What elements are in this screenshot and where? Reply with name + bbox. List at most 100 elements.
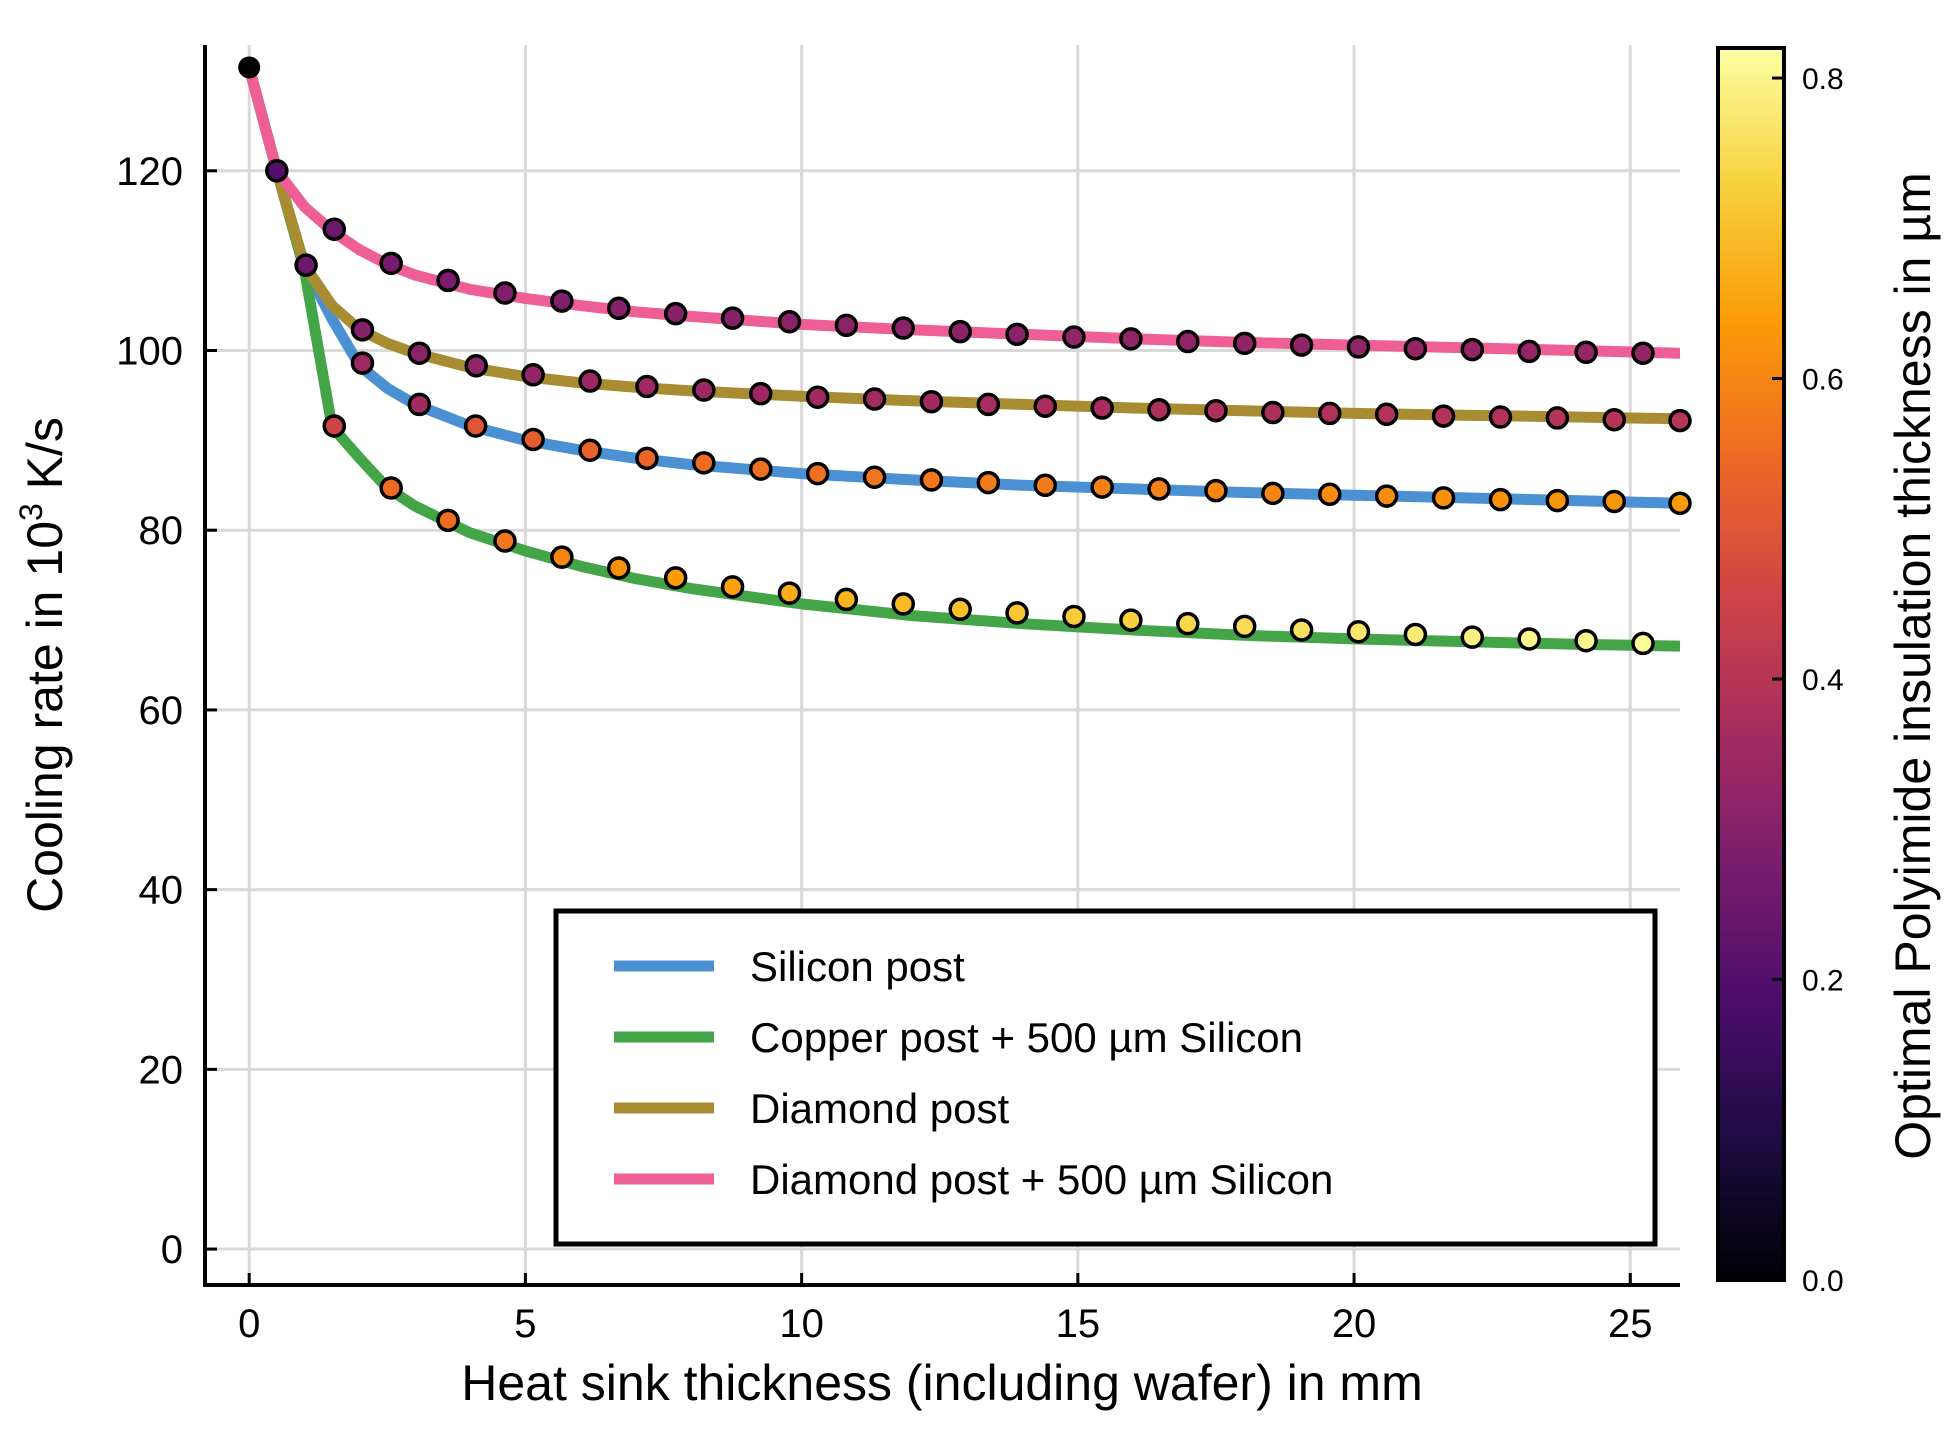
- series-line-3: [243, 62, 1680, 359]
- marker-series-1: [322, 414, 347, 438]
- y-axis-title: Cooling rate in 103 K/s: [13, 417, 73, 913]
- y-axis-title-main: Cooling rate in 10: [17, 521, 73, 913]
- y-axis-title-superscript: 3: [13, 503, 49, 521]
- marker-series-1: [663, 566, 688, 590]
- marker-series-0: [1374, 484, 1399, 508]
- legend-label-1: Copper post + 500 µm Silicon: [750, 1014, 1303, 1061]
- marker-series-0: [1204, 478, 1228, 503]
- marker-series-1: [1119, 608, 1143, 632]
- marker-series-0: [407, 392, 432, 417]
- marker-series-3: [379, 251, 403, 276]
- x-tick-labels: 0 5 10 15 20 25: [238, 1302, 1652, 1346]
- colorbar-tick-label: 0.4: [1802, 664, 1844, 697]
- colorbar-tick-label: 0.8: [1802, 63, 1844, 96]
- y-tick-label: 120: [116, 150, 183, 194]
- marker-series-1: [1403, 622, 1428, 647]
- colorbar-tick-label: 0.0: [1802, 1265, 1844, 1298]
- marker-series-3: [493, 281, 517, 305]
- marker-series-2: [1318, 401, 1342, 426]
- marker-series-2: [1261, 400, 1285, 425]
- marker-series-3: [834, 313, 859, 338]
- marker-series-0: [1668, 491, 1692, 516]
- marker-series-3: [265, 159, 289, 183]
- marker-series-2: [1090, 396, 1114, 420]
- marker-series-2: [1602, 407, 1627, 432]
- marker-series-1: [1631, 631, 1655, 656]
- marker-series-2: [1033, 394, 1058, 418]
- x-tick-label: 20: [1332, 1302, 1377, 1346]
- marker-series-0: [635, 446, 659, 471]
- x-tick-label: 15: [1056, 1302, 1101, 1346]
- marker-series-3: [550, 289, 574, 313]
- marker-series-3: [322, 217, 347, 241]
- marker-series-0: [1090, 475, 1114, 499]
- marker-series-2: [1204, 398, 1228, 423]
- marker-series-3: [1119, 327, 1143, 351]
- marker-series-2: [350, 318, 375, 342]
- marker-layer: [238, 56, 1692, 656]
- marker-series-3: [1517, 339, 1541, 364]
- legend: Silicon post Copper post + 500 µm Silicon…: [553, 908, 1658, 1247]
- marker-series-0: [692, 451, 716, 475]
- marker-series-0: [748, 457, 773, 481]
- marker-series-3: [1631, 341, 1655, 365]
- marker-series-1: [891, 592, 916, 616]
- marker-series-2: [805, 385, 830, 409]
- marker-series-3: [1005, 322, 1029, 347]
- marker-series-2: [407, 341, 432, 365]
- marker-series-0: [1488, 487, 1513, 512]
- marker-series-3: [1346, 335, 1371, 359]
- marker-series-1: [720, 575, 745, 599]
- marker-series-2: [976, 392, 1001, 417]
- marker-series-3: [1062, 325, 1086, 349]
- y-axis-title-unit: K/s: [17, 417, 73, 503]
- marker-series-2: [1431, 404, 1456, 428]
- marker-series-2: [748, 381, 773, 406]
- marker-series-1: [1289, 618, 1314, 642]
- marker-series-1: [379, 476, 403, 500]
- legend-label-0: Silicon post: [750, 943, 965, 990]
- marker-series-1: [777, 581, 802, 605]
- colorbar-gradient: [1716, 46, 1786, 1282]
- start-marker: [238, 56, 261, 79]
- y-tick-label: 80: [139, 509, 184, 553]
- marker-series-2: [521, 363, 545, 387]
- marker-series-0: [578, 438, 602, 462]
- marker-series-0: [1147, 477, 1171, 501]
- marker-series-2: [862, 387, 887, 411]
- x-tick-label: 10: [779, 1302, 824, 1346]
- x-tick-label: 5: [514, 1302, 536, 1346]
- x-tick-label: 25: [1608, 1302, 1653, 1346]
- marker-series-1: [1232, 614, 1257, 639]
- marker-series-3: [720, 306, 745, 330]
- marker-series-2: [692, 378, 716, 402]
- series-line-1: [243, 62, 1680, 652]
- marker-series-0: [1602, 489, 1627, 514]
- marker-series-2: [1374, 402, 1399, 427]
- marker-series-0: [350, 351, 375, 375]
- series-line-2: [243, 62, 1680, 425]
- marker-series-1: [948, 597, 972, 622]
- marker-series-0: [919, 468, 944, 492]
- marker-series-3: [1460, 337, 1485, 362]
- y-tick-label: 100: [116, 330, 183, 374]
- marker-series-1: [1574, 628, 1598, 653]
- marker-series-3: [1232, 331, 1257, 356]
- marker-series-1: [607, 556, 631, 580]
- marker-series-0: [805, 461, 830, 486]
- marker-series-3: [607, 296, 631, 321]
- marker-series-3: [948, 319, 972, 344]
- marker-series-0: [521, 427, 545, 452]
- marker-series-2: [1147, 398, 1171, 422]
- marker-series-2: [1668, 408, 1692, 433]
- marker-series-1: [1005, 601, 1029, 625]
- marker-series-1: [1346, 620, 1371, 644]
- marker-series-1: [550, 545, 574, 569]
- marker-series-3: [1176, 329, 1200, 354]
- marker-series-0: [463, 414, 488, 438]
- y-tick-label: 20: [139, 1048, 184, 1092]
- marker-series-1: [1517, 627, 1541, 651]
- marker-series-2: [919, 389, 944, 414]
- legend-box: [553, 908, 1658, 1247]
